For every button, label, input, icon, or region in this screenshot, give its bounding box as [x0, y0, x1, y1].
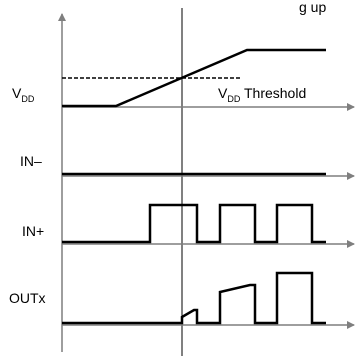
vdd-label: VDD: [12, 85, 35, 104]
outx-label: OUTx: [9, 290, 46, 306]
outx-waveform: [62, 271, 326, 325]
in-plus-label: IN+: [22, 223, 44, 239]
in-minus-label: IN–: [20, 153, 42, 169]
vdd-threshold-label: VDD Threshold: [218, 85, 306, 104]
in-plus-waveform: [62, 203, 326, 244]
vdd-waveform: [62, 48, 326, 108]
title-fragment: g up: [299, 0, 326, 15]
